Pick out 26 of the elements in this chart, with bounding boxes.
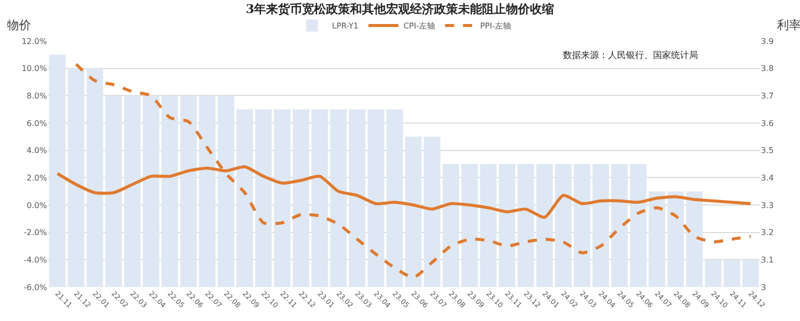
y2-tick-label: 3.4 <box>761 173 774 182</box>
y-tick-label: 6.0% <box>26 118 48 128</box>
y2-tick-label: 3.2 <box>761 228 774 238</box>
y2-tick-label: 3 <box>761 282 766 292</box>
y-tick-label: 0.0% <box>26 200 48 210</box>
y-tick-label: 4.0% <box>26 146 48 156</box>
y2-tick-label: 3.1 <box>761 255 774 264</box>
y2-tick-label: 3.9 <box>761 36 774 46</box>
y2-tick-label: 3.8 <box>761 64 774 74</box>
legend-label: CPI-左轴 <box>403 22 436 31</box>
y-tick-label: 8.0% <box>26 91 48 100</box>
y-tick-label: -4.0% <box>24 255 48 264</box>
legend-label: PPI-左轴 <box>480 22 511 31</box>
y-tick-label: 10.0% <box>22 64 48 74</box>
y-tick-label: -2.0% <box>24 228 48 238</box>
y2-tick-label: 3.5 <box>761 146 774 156</box>
y2-tick-label: 3.7 <box>761 91 774 100</box>
y2-tick-label: 3.3 <box>761 200 774 210</box>
y-tick-label: 2.0% <box>26 173 48 182</box>
annotation: 数据来源：人民银行、国家统计局 <box>563 50 698 61</box>
chart-title: 3年来货币宽松政策和其他宏观经济政策未能阻止物价收缩 <box>246 2 554 16</box>
y2-tick-label: 3.6 <box>761 118 774 128</box>
y-axis-title: 物价 <box>7 18 31 32</box>
y-tick-label: 12.0% <box>22 36 48 46</box>
legend-label: LPR-Y1 <box>332 22 358 31</box>
y-tick-label: -6.0% <box>24 282 48 292</box>
